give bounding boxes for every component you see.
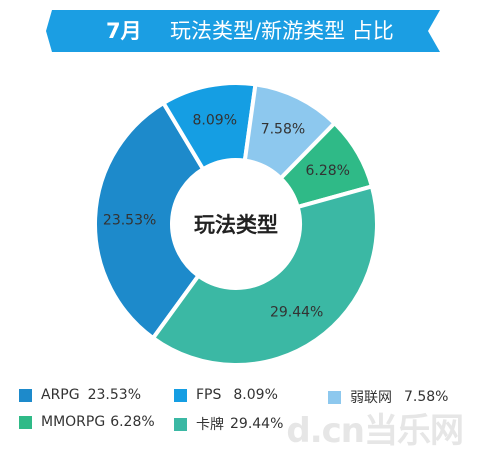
slice-data-label: 23.53% (103, 212, 156, 228)
banner-title: 玩法类型/新游类型 占比 (170, 19, 394, 43)
slice-data-label: 7.58% (261, 121, 305, 137)
slice-data-label: 8.09% (193, 113, 237, 129)
slice-data-label: 29.44% (270, 305, 323, 321)
slice-data-label: 6.28% (305, 163, 349, 179)
donut-slice-0 (93, 101, 206, 341)
banner-month: 7月 (106, 19, 142, 43)
watermark-logo: d.cn当乐网 (286, 411, 464, 451)
donut-hole (174, 162, 298, 286)
donut-slice-4 (151, 184, 379, 367)
banner-ribbon (46, 10, 440, 52)
donut-center-label: 玩法类型 (194, 213, 278, 237)
chart-title-banner: 7月 玩法类型/新游类型 占比 (46, 10, 440, 52)
